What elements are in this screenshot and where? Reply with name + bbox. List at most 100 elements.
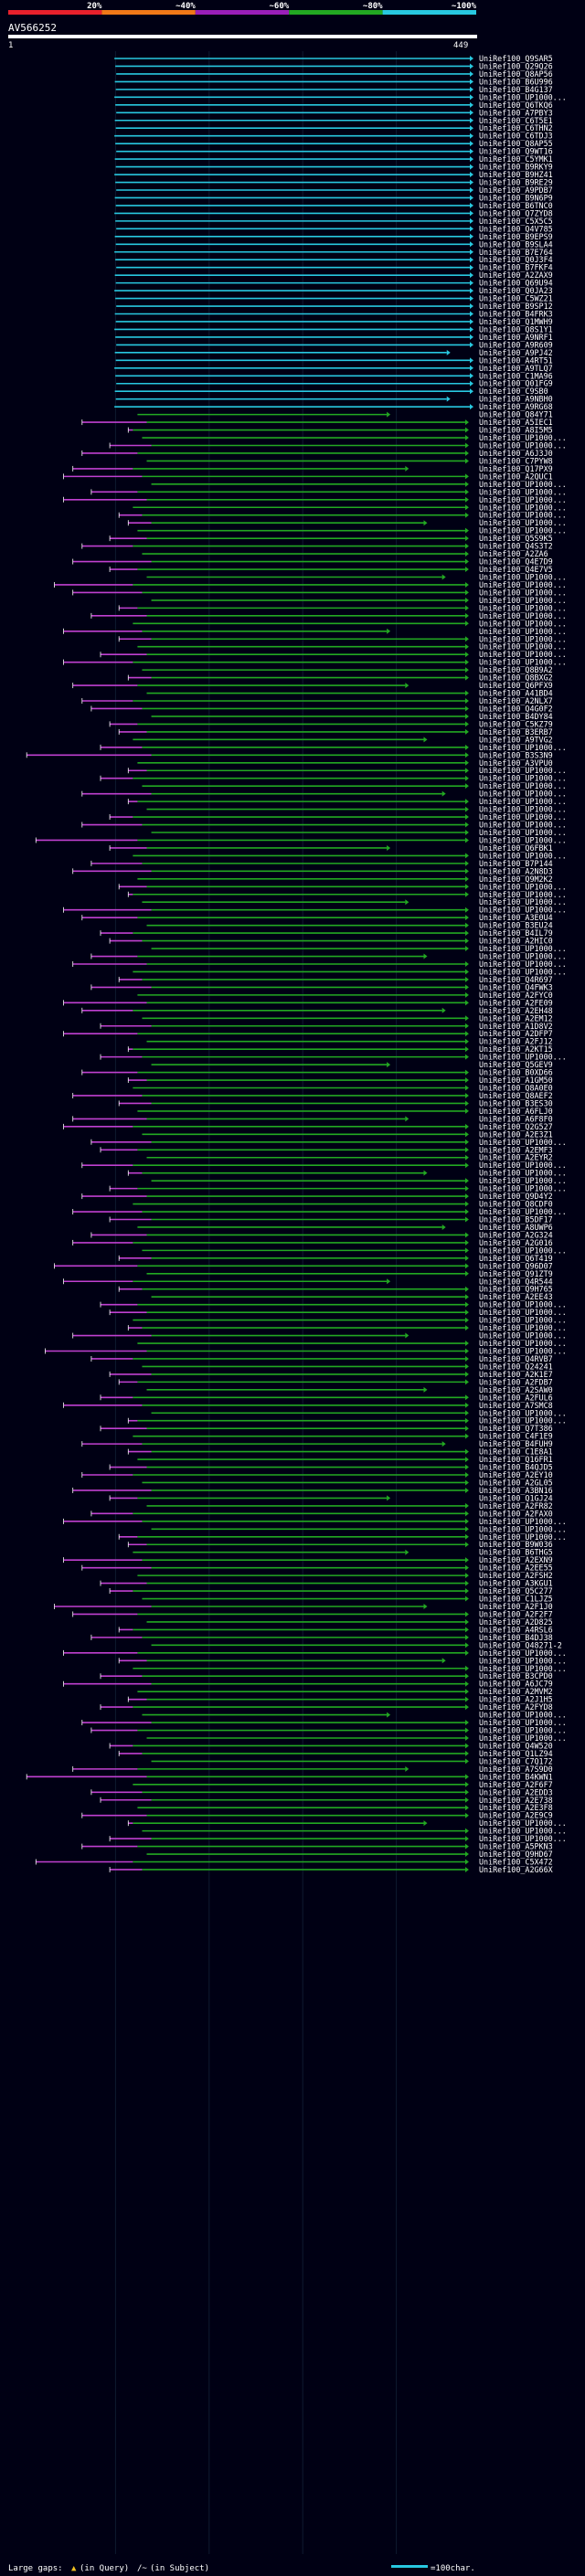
hit-arrow-icon	[464, 597, 469, 603]
hit-label: UniRef100_A2G324	[479, 1230, 553, 1239]
hit-label: UniRef100_UP1000...	[479, 1524, 567, 1533]
hit-label: UniRef100_UP1000...	[479, 766, 567, 775]
hit-arrow-icon	[464, 922, 469, 928]
hit-arrow-icon	[464, 1627, 469, 1633]
hit-label: UniRef100_A2MVM2	[479, 1687, 553, 1696]
hit-arrow-icon	[470, 342, 473, 348]
hit-arrow-icon	[470, 86, 473, 92]
hit-arrow-icon	[405, 1332, 410, 1339]
hit-label: UniRef100_UP1000...	[479, 1331, 567, 1341]
hit-label: UniRef100_B4QJD5	[479, 1463, 553, 1472]
hit-label: UniRef100_Q8AP56	[479, 69, 553, 79]
hit-arrow-icon	[464, 1394, 469, 1401]
hit-label: UniRef100_Q4E7D9	[479, 557, 553, 567]
footer-legend: Large gaps: ▲ (in Query) /~ (in Subject)…	[8, 2564, 475, 2573]
hit-label: UniRef100_C9SB0	[479, 387, 548, 396]
hit-label: UniRef100_Q8AEF2	[479, 1091, 553, 1100]
hit-label: UniRef100_UP1000...	[479, 1207, 567, 1216]
hit-label: UniRef100_UP1000...	[479, 959, 567, 969]
hit-arrow-icon	[470, 172, 473, 178]
hit-label: UniRef100_C5KZ79	[479, 719, 553, 728]
hit-label: UniRef100_UP1000...	[479, 1416, 567, 1426]
hit-arrow-icon	[470, 226, 473, 232]
hit-arrow-icon	[464, 946, 469, 952]
hit-label: UniRef100_Q9M2K2	[479, 875, 553, 884]
hit-arrow-icon	[470, 56, 473, 61]
hit-arrow-icon	[423, 953, 428, 959]
hit-label: UniRef100_UP1000...	[479, 603, 567, 612]
legend-label: 20%	[87, 2, 102, 11]
hit-arrow-icon	[464, 759, 469, 766]
hit-label: UniRef100_UP1000...	[479, 596, 567, 605]
hit-label: UniRef100_UP1000...	[479, 433, 567, 442]
footer-scale-label: =100char.	[431, 2564, 475, 2573]
legend-label: ~60%	[270, 2, 290, 11]
hit-arrow-icon	[464, 1673, 469, 1680]
hit-label: UniRef100_UP1000...	[479, 619, 567, 628]
hit-label: UniRef100_UP1000...	[479, 627, 567, 636]
hit-label: UniRef100_UP1000...	[479, 1138, 567, 1147]
hit-arrow-icon	[441, 1658, 446, 1664]
hit-arrow-icon	[405, 899, 410, 906]
hit-arrow-icon	[464, 860, 469, 866]
hit-label: UniRef100_Q96D07	[479, 1261, 553, 1270]
hit-arrow-icon	[464, 822, 469, 828]
hit-arrow-icon	[464, 659, 469, 665]
hit-arrow-icon	[441, 790, 446, 797]
hit-arrow-icon	[464, 783, 469, 790]
hit-arrow-icon	[464, 1402, 469, 1408]
hit-arrow-icon	[464, 558, 469, 565]
hit-arrow-icon	[464, 1580, 469, 1586]
hit-label: UniRef100_UP1000...	[479, 967, 567, 976]
hit-arrow-icon	[423, 737, 428, 743]
hit-arrow-icon	[464, 450, 469, 456]
hit-arrow-icon	[464, 1201, 469, 1207]
hit-label: UniRef100_B6TNC0	[479, 201, 553, 210]
hit-arrow-icon	[464, 775, 469, 781]
hit-label: UniRef100_A2E9C9	[479, 1811, 553, 1820]
hit-label: UniRef100_Q2G527	[479, 1122, 553, 1131]
hit-label: UniRef100_Q4S3T2	[479, 542, 553, 551]
hit-arrow-icon	[464, 1564, 469, 1571]
hit-label: UniRef100_UP1000...	[479, 1316, 567, 1325]
hit-label: UniRef100_A6JC79	[479, 1680, 553, 1689]
hit-rows: UniRef100_Q9SAR5UniRef100_Q29Q26UniRef10…	[26, 54, 567, 1874]
hit-label: UniRef100_UP1000...	[479, 812, 567, 822]
hit-arrow-icon	[423, 1170, 428, 1176]
hit-arrow-icon	[464, 1634, 469, 1640]
hit-arrow-icon	[470, 101, 473, 108]
hit-arrow-icon	[464, 969, 469, 975]
hit-arrow-icon	[464, 1479, 469, 1486]
hit-arrow-icon	[470, 295, 473, 302]
hit-label: UniRef100_UP1000...	[479, 588, 567, 597]
hit-arrow-icon	[387, 411, 391, 418]
hit-arrow-icon	[470, 148, 473, 154]
hit-label: UniRef100_Q6T419	[479, 1254, 553, 1263]
hit-label: UniRef100_A2QUC1	[479, 472, 553, 481]
hit-arrow-icon	[470, 63, 473, 69]
hit-label: UniRef100_UP1000...	[479, 1339, 567, 1348]
hit-label: UniRef100_UP1000...	[479, 503, 567, 512]
hit-label: UniRef100_A41BD4	[479, 689, 553, 698]
hit-label: UniRef100_UP1000...	[479, 1733, 567, 1743]
hit-arrow-icon	[464, 1789, 469, 1796]
hit-arrow-icon	[464, 1139, 469, 1145]
hit-arrow-icon	[464, 853, 469, 859]
hit-arrow-icon	[464, 496, 469, 503]
hit-label: UniRef100_Q5S9K5	[479, 534, 553, 543]
hit-label: UniRef100_A2E3F8	[479, 1803, 553, 1812]
hit-label: UniRef100_A2D825	[479, 1617, 553, 1627]
hit-label: UniRef100_A2G016	[479, 1238, 553, 1247]
hit-label: UniRef100_A2G66X	[479, 1865, 553, 1874]
hit-label: UniRef100_UP1000...	[479, 835, 567, 844]
hit-arrow-icon	[464, 1696, 469, 1702]
hit-arrow-icon	[470, 202, 473, 208]
hit-label: UniRef100_B4KWN1	[479, 1772, 553, 1781]
hit-label: UniRef100_A2EE43	[479, 1292, 553, 1301]
hit-arrow-icon	[470, 288, 473, 294]
hit-arrow-icon	[464, 976, 469, 982]
hit-label: UniRef100_A9PDB7	[479, 186, 553, 195]
hit-arrow-icon	[464, 543, 469, 549]
hit-label: UniRef100_Q01FG9	[479, 379, 553, 388]
